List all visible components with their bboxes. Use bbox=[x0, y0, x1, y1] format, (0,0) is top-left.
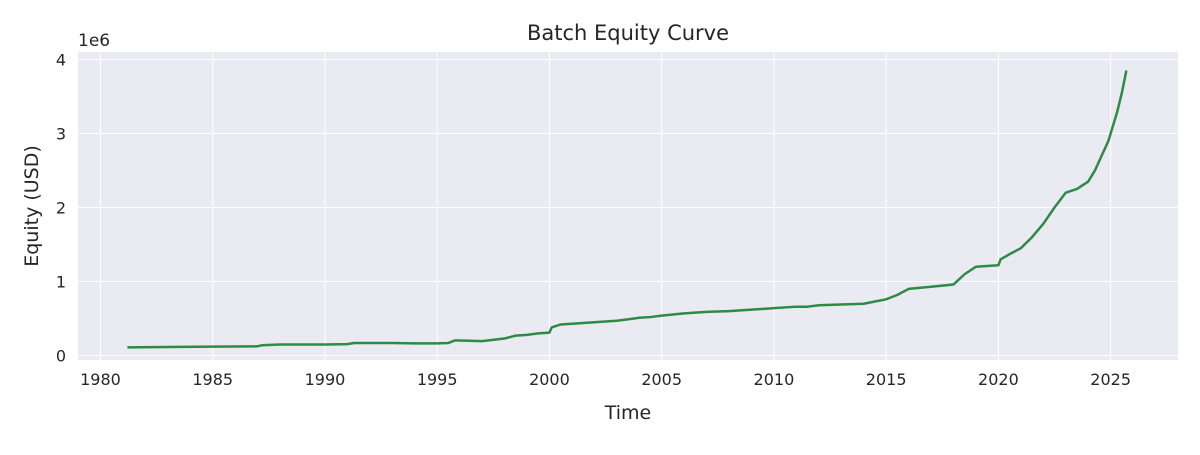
x-tick-label: 2010 bbox=[754, 370, 795, 389]
series-layer bbox=[127, 70, 1128, 349]
x-tick-label: 2015 bbox=[866, 370, 907, 389]
y-axis-offset-label: 1e6 bbox=[78, 31, 110, 51]
y-tick-label: 2 bbox=[56, 198, 66, 217]
y-tick-label: 3 bbox=[56, 124, 66, 143]
y-tick-label: 0 bbox=[56, 347, 66, 366]
x-tick-label: 2025 bbox=[1090, 370, 1131, 389]
x-tick-label: 1995 bbox=[417, 370, 458, 389]
x-axis-title: Time bbox=[604, 402, 652, 424]
x-tick-label: 1990 bbox=[305, 370, 346, 389]
x-tick-label: 2020 bbox=[978, 370, 1019, 389]
x-tick-label: 2005 bbox=[641, 370, 682, 389]
tick-labels: 1980 1985 1990 1995 2000 2005 2010 2015 2020 2025… bbox=[56, 50, 1131, 389]
plot-area bbox=[78, 52, 1178, 360]
y-axis-title: Equity (USD) bbox=[21, 145, 43, 267]
grid-lines bbox=[78, 52, 1178, 360]
y-tick-label: 1 bbox=[56, 273, 66, 292]
x-tick-label: 1980 bbox=[80, 370, 121, 389]
equity-line bbox=[127, 70, 1128, 349]
x-tick-label: 1985 bbox=[192, 370, 233, 389]
x-tick-label: 2000 bbox=[529, 370, 570, 389]
chart-title: Batch Equity Curve bbox=[527, 21, 729, 45]
y-tick-label: 4 bbox=[56, 50, 66, 69]
